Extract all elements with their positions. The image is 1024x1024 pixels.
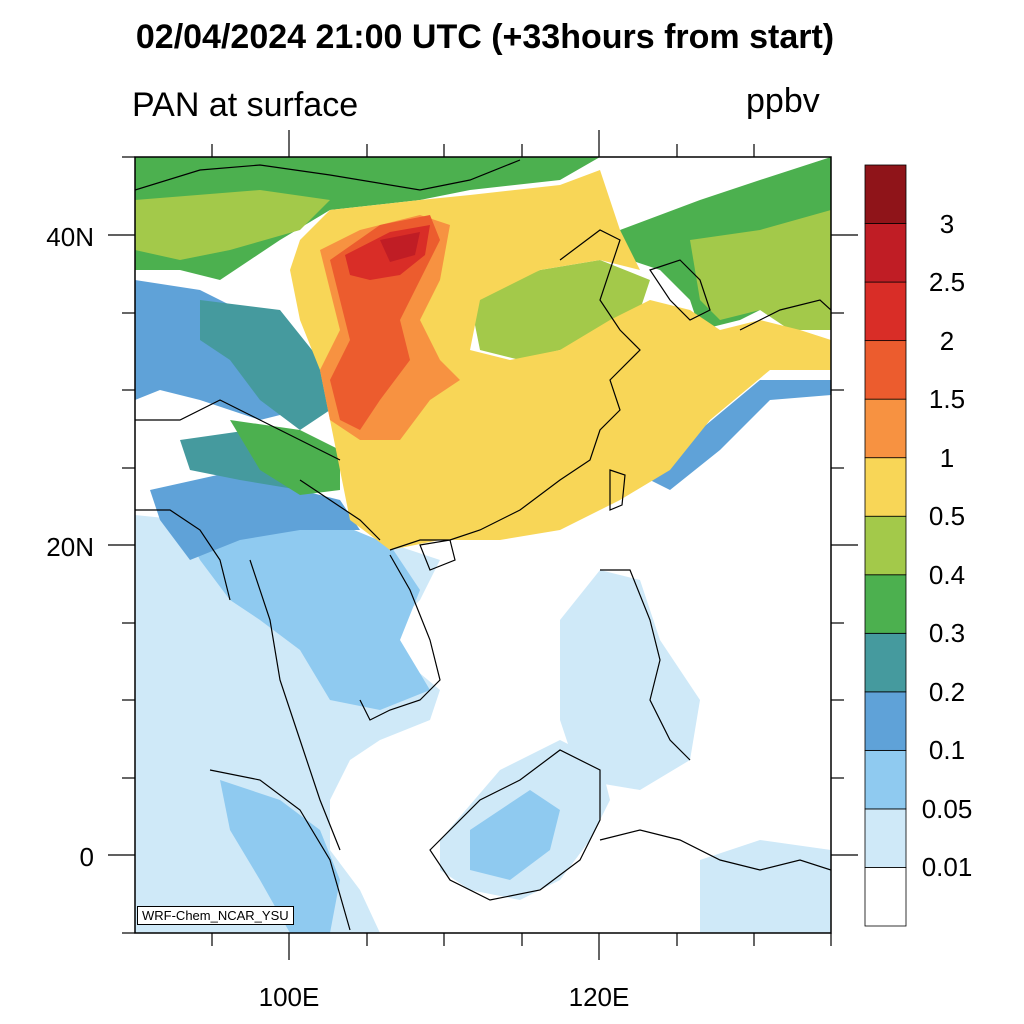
field-band-low-blue-sumatra	[220, 780, 340, 933]
colorbar-label: 0.2	[928, 676, 966, 707]
colorbar-label: 0.05	[921, 793, 973, 824]
axis-ticks	[108, 130, 858, 960]
field-band-yellowgreen-korea	[690, 210, 831, 330]
colorbar-swatch	[864, 749, 907, 810]
colorbar-label: 0.3	[928, 618, 966, 649]
colorbar-swatch	[864, 281, 907, 342]
field-band-darkred	[380, 232, 420, 262]
field-band-lightest-islands	[700, 840, 831, 933]
colorbar-label: 0.01	[921, 852, 973, 883]
colorbar-swatch	[864, 632, 907, 693]
colorbar-swatch	[864, 164, 907, 224]
lat-label-0: 0	[79, 842, 94, 872]
colorbar-label: 1.5	[928, 384, 966, 415]
variable-label: PAN at surface	[132, 86, 359, 124]
colorbar-swatch	[864, 574, 907, 634]
pan-field	[135, 157, 831, 933]
colorbar-swatch	[864, 691, 907, 751]
field-band-teal	[200, 300, 330, 430]
colorbar-swatch	[864, 340, 907, 400]
lon-label-120e: 120E	[568, 982, 630, 1012]
colorbar-label: 1	[939, 442, 955, 473]
colorbar-label: 3	[939, 208, 955, 239]
colorbar-swatch	[864, 867, 907, 927]
field-band-low-blue-borneo	[470, 790, 560, 880]
plot-title: 02/04/2024 21:00 UTC (+33hours from star…	[135, 18, 835, 56]
colorbar-label: 2	[939, 325, 955, 356]
field-band-green-south	[230, 420, 340, 495]
colorbar-swatch	[864, 457, 907, 517]
field-band-green-north	[135, 157, 600, 280]
field-band-blue-coast	[650, 380, 831, 490]
units-label: ppbv	[746, 82, 820, 120]
model-watermark: WRF-Chem_NCAR_YSU	[137, 906, 294, 925]
coastlines	[135, 159, 831, 931]
colorbar-label: 0.5	[928, 501, 966, 532]
colorbar	[864, 164, 907, 927]
field-band-low-blue	[180, 520, 430, 710]
lon-label-100e: 100E	[258, 982, 320, 1012]
colorbar-label: 2.5	[928, 267, 966, 298]
lat-label-40n: 40N	[46, 222, 94, 252]
colorbar-label: 0.4	[928, 559, 966, 590]
field-band-yellowgreen-north	[135, 190, 330, 260]
lat-label-20n: 20N	[46, 532, 94, 562]
colorbar-swatch	[864, 223, 907, 283]
field-band-lightest-philippines	[560, 570, 700, 790]
colorbar-swatch	[864, 398, 907, 459]
colorbar-swatch	[864, 515, 907, 576]
colorbar-label: 0.1	[928, 735, 966, 766]
colorbar-swatch	[864, 808, 907, 868]
